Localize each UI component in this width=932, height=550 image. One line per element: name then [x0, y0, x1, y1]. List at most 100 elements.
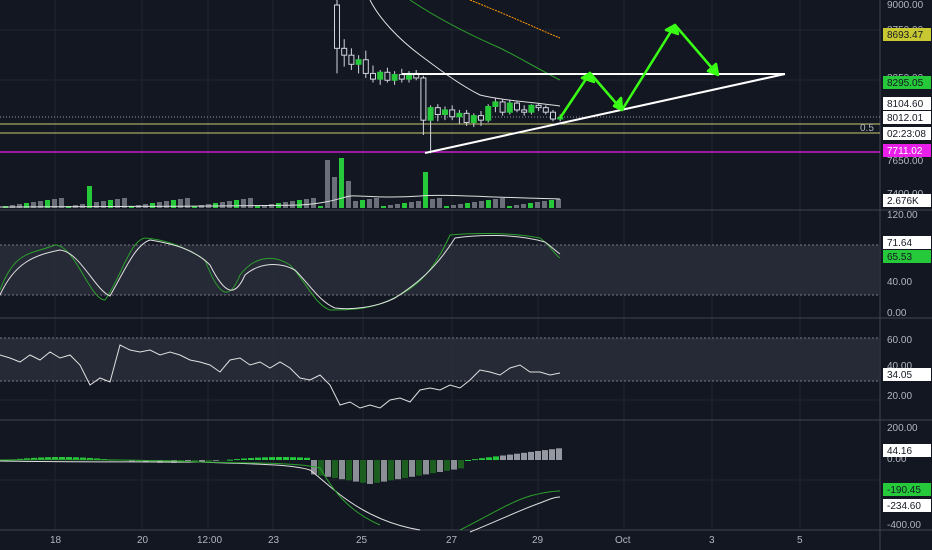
macd-hist-bar — [290, 457, 296, 460]
support-trendline[interactable] — [424, 73, 786, 154]
candle-body — [362, 59, 369, 74]
volume-bar — [395, 204, 400, 208]
candle-body — [370, 72, 376, 80]
projection-path[interactable] — [558, 23, 720, 119]
macd-hist-bar — [325, 460, 331, 477]
badge-bg — [883, 76, 931, 89]
candle-body — [334, 4, 340, 49]
macd-hist-bar — [73, 457, 79, 460]
macd-hist-bar — [227, 459, 233, 461]
macd-hist-bar — [52, 457, 58, 460]
time-tick: 3 — [709, 535, 715, 546]
badge-bg — [883, 28, 931, 41]
signal-line-recovery — [459, 490, 561, 531]
macd-hist-bar — [24, 458, 30, 460]
macd-hist-bar — [143, 460, 149, 463]
macd-hist-bar — [304, 457, 310, 460]
time-tick: 23 — [268, 535, 280, 546]
macd-hist-badge: 44.16 — [887, 446, 912, 457]
time-tick: 27 — [446, 535, 458, 546]
rsi-badge: 34.05 — [887, 370, 912, 381]
macd-tick: -400.00 — [887, 520, 921, 531]
volume-bar — [45, 200, 50, 208]
stoch-k-line — [0, 232, 561, 311]
candle-body — [377, 71, 384, 80]
volume-bar — [213, 203, 218, 208]
macd-hist-bar — [367, 460, 373, 484]
macd-hist-bar — [528, 451, 534, 460]
signal-line — [0, 459, 381, 526]
badge-bg — [883, 194, 931, 207]
rsi-tick: 40.00 — [887, 361, 912, 372]
macd-hist-bar — [479, 458, 485, 460]
volume-bar — [549, 200, 554, 208]
volume-bar — [227, 201, 232, 208]
badge-bg — [883, 236, 931, 249]
volume-bar — [381, 206, 386, 208]
volume-bar — [444, 206, 449, 208]
volume-bar — [416, 201, 421, 208]
candle-body — [535, 104, 542, 109]
candle-body — [427, 107, 434, 121]
macd-hist-bar — [45, 457, 51, 460]
trendlines[interactable] — [402, 73, 786, 154]
candle-body — [449, 109, 456, 118]
candlestick-series — [334, 0, 564, 154]
volume-bar — [178, 199, 183, 208]
candle-body — [506, 102, 513, 113]
stoch-tick: 120.00 — [887, 210, 918, 221]
arrow-head-3 — [664, 23, 680, 36]
badge-8295: 8295.05 — [887, 78, 924, 89]
volume-bar — [157, 202, 162, 208]
time-tick: 29 — [532, 535, 544, 546]
volume-bar — [374, 198, 379, 208]
badge-7711: 7711.02 — [887, 146, 923, 157]
candle-body — [348, 54, 355, 65]
fib-label: 0.5 — [860, 123, 874, 134]
badge-bg — [883, 127, 931, 140]
volume-bar — [486, 200, 491, 208]
macd-hist-bar — [262, 457, 268, 460]
macd-hist-bar — [437, 460, 443, 472]
candle-body — [456, 112, 463, 118]
candle-body — [492, 101, 499, 107]
candle-body — [398, 74, 405, 80]
price-tick: 9000.00 — [887, 0, 924, 11]
time-tick: 20 — [137, 535, 149, 546]
ma-white-line — [369, 0, 561, 107]
horizontal-levels: 0.5 — [0, 116, 880, 153]
volume-bar — [339, 158, 344, 208]
macd-hist-bar — [521, 452, 527, 460]
volume-bar — [220, 202, 225, 208]
arrow-head-2 — [612, 96, 624, 112]
macd-hist-bar — [381, 460, 387, 482]
volume-bar — [479, 201, 484, 208]
volume-bar — [325, 160, 330, 208]
time-axis[interactable]: 18 20 12:00 23 25 27 29 Oct 3 5 — [50, 535, 803, 546]
macd-hist-bar — [269, 457, 275, 460]
macd-hist-bar — [206, 460, 212, 462]
macd-hist-bar — [493, 456, 499, 460]
badge-8012: 8012.01 — [887, 113, 924, 124]
volume-bar — [241, 199, 246, 208]
volume-bar — [521, 204, 526, 208]
macd-hist-bar — [451, 460, 457, 470]
badge-8104: 8104.60 — [887, 99, 924, 110]
volume-bar — [164, 201, 169, 208]
macd-line — [0, 460, 421, 531]
volume-badge: 2.676K — [887, 196, 919, 207]
macd-hist-bar — [59, 457, 65, 460]
macd-hist-bar — [549, 449, 555, 460]
volume-bar — [542, 201, 547, 208]
macd-hist-bar — [465, 460, 471, 461]
price-tick: 7650.00 — [887, 156, 924, 167]
stoch-tick: 40.00 — [887, 277, 912, 288]
macd-hist-bar — [423, 460, 429, 475]
candle-body — [442, 109, 448, 115]
countdown-badge: 02:23:08 — [887, 129, 926, 140]
macd-hist-bar — [234, 459, 240, 461]
volume-bar — [346, 181, 351, 208]
candle-body — [521, 109, 528, 113]
